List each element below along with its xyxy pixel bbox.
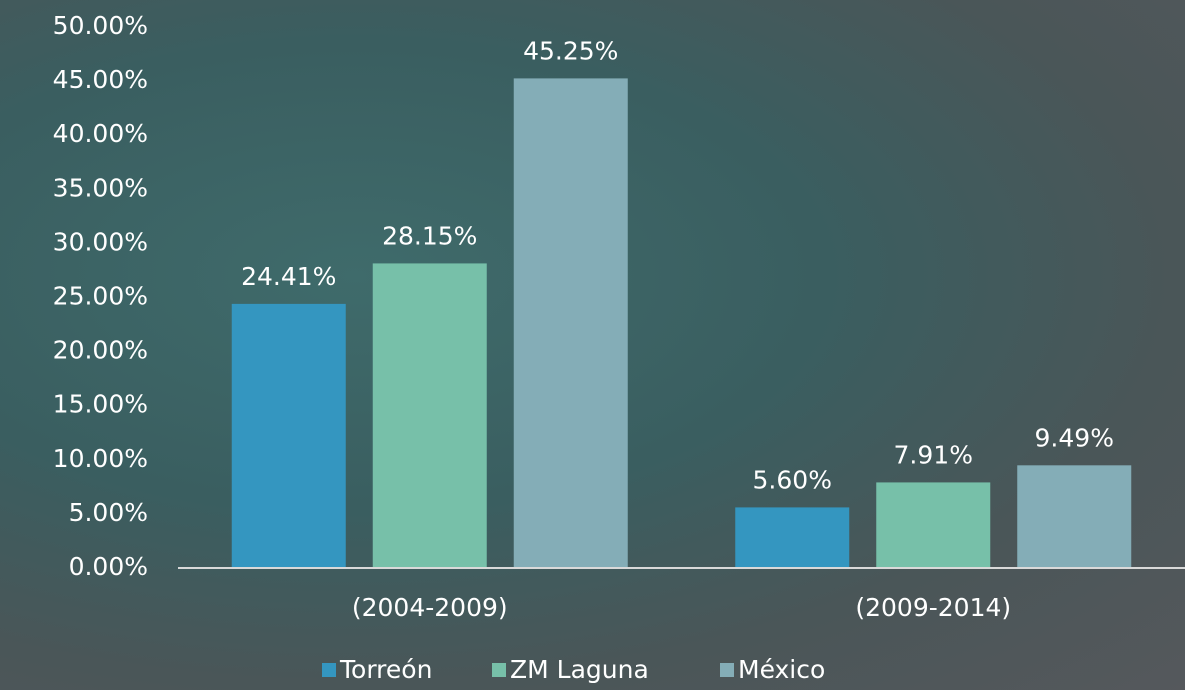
bar — [513, 78, 628, 569]
value-label: 5.60% — [753, 465, 832, 494]
legend-label: ZM Laguna — [510, 655, 649, 684]
y-tick-label: 25.00% — [53, 282, 148, 311]
x-tick-label: (2004-2009) — [352, 593, 508, 622]
y-tick-label: 30.00% — [53, 227, 148, 256]
y-tick-label: 50.00% — [53, 11, 148, 40]
legend-label: Torreón — [339, 655, 432, 684]
value-label: 7.91% — [894, 440, 973, 469]
legend-label: México — [738, 655, 825, 684]
value-label: 28.15% — [382, 221, 477, 250]
legend-swatch — [720, 663, 734, 677]
value-label: 9.49% — [1035, 423, 1114, 452]
bar — [372, 263, 487, 568]
bar — [876, 482, 991, 568]
bar — [1017, 465, 1132, 568]
y-tick-label: 20.00% — [53, 336, 148, 365]
value-label: 24.41% — [241, 262, 336, 291]
value-label: 45.25% — [523, 36, 618, 65]
y-tick-label: 35.00% — [53, 173, 148, 202]
bar — [735, 507, 850, 568]
x-tick-label: (2009-2014) — [855, 593, 1011, 622]
y-tick-label: 40.00% — [53, 119, 148, 148]
y-tick-label: 0.00% — [69, 552, 148, 581]
y-tick-label: 10.00% — [53, 444, 148, 473]
y-tick-label: 45.00% — [53, 65, 148, 94]
bar — [231, 303, 346, 568]
y-tick-label: 5.00% — [69, 498, 148, 527]
legend-swatch — [492, 663, 506, 677]
y-tick-label: 15.00% — [53, 390, 148, 419]
legend-swatch — [322, 663, 336, 677]
